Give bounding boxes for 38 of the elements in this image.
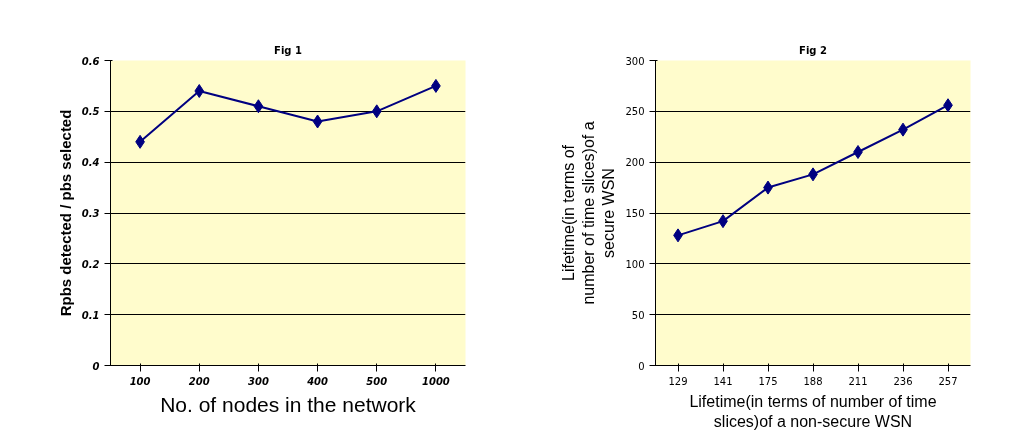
x-axis-title: Lifetime(in terms of number of time slices)of a non-secure WSN — [689, 392, 937, 430]
y-tick-label: 100 — [625, 258, 645, 270]
chart-title: Fig 1 — [274, 44, 302, 56]
y-tick-label: 0.1 — [81, 309, 100, 321]
y-tick-label: 0.6 — [81, 55, 100, 67]
chart-title: Fig 2 — [799, 44, 827, 56]
y-tick-label: 0.2 — [81, 258, 100, 270]
x-axis-title: No. of nodes in the network — [160, 392, 417, 416]
x-tick-label: 211 — [848, 375, 868, 387]
point — [853, 145, 863, 159]
x-tick-label: 188 — [803, 375, 823, 387]
x-tick-label: 400 — [306, 375, 329, 387]
x-tick-label: 236 — [893, 375, 913, 387]
x-tick-label: 1000 — [422, 375, 450, 387]
y-tick-label: 250 — [625, 106, 645, 118]
y-tick-label: 0 — [638, 360, 645, 372]
x-tick-label: 175 — [758, 375, 778, 387]
y-tick-label: 0 — [92, 360, 100, 372]
point — [312, 114, 323, 129]
y-tick-label: 200 — [625, 157, 645, 169]
x-tick-label: 141 — [713, 375, 733, 387]
y-tick-label: 0.3 — [81, 208, 100, 219]
x-tick-label: 100 — [129, 375, 151, 387]
x-tick-label: 300 — [247, 375, 269, 387]
y-tick-label: 50 — [631, 309, 645, 321]
y-tick-label: 0.4 — [81, 157, 100, 169]
x-tick-label: 129 — [668, 375, 688, 387]
y-axis-title: Lifetime(in terms of number of time slices)of a secure WSN — [559, 121, 618, 305]
x-tick-label: 200 — [188, 375, 210, 387]
point — [194, 84, 205, 98]
point — [371, 104, 382, 119]
x-tick-label: 257 — [938, 375, 958, 387]
y-tick-label: 0.5 — [81, 106, 100, 118]
y-tick-label: 300 — [625, 55, 645, 67]
point — [253, 99, 264, 114]
x-tick-label: 500 — [366, 375, 388, 387]
y-axis-title: Rpbs detected / pbs selected — [56, 109, 74, 317]
y-tick-label: 150 — [625, 208, 645, 219]
